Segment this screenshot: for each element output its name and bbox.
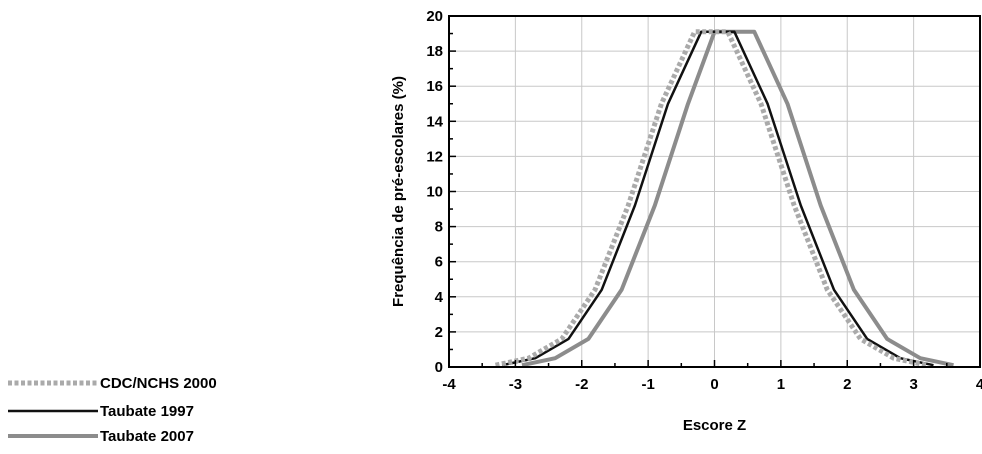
x-tick-label: 4 [976, 376, 982, 393]
x-tick-label: 3 [909, 376, 917, 393]
y-tick-label: 16 [426, 78, 443, 95]
y-tick-label: 14 [426, 113, 443, 130]
x-tick-label: -2 [575, 376, 588, 393]
legend-label-taubate-1997: Taubate 1997 [100, 403, 194, 420]
x-tick-labels: -4 -3 -2 -1 0 1 2 3 4 [442, 376, 982, 393]
legend-label-taubate-2007: Taubate 2007 [100, 428, 194, 445]
y-axis-label: Frequência de pré-escolares (%) [390, 76, 407, 307]
x-tick-label: -3 [509, 376, 522, 393]
x-tick-label: 1 [777, 376, 785, 393]
y-tick-label: 6 [435, 254, 443, 271]
y-tick-label: 4 [435, 289, 444, 306]
series-group [494, 29, 954, 368]
y-tick-label: 2 [435, 324, 443, 341]
y-tick-labels: 0 2 4 6 8 10 12 14 16 18 20 [426, 8, 443, 376]
legend-label-cdc-nchs-2000: CDC/NCHS 2000 [100, 375, 217, 392]
y-tick-label: 10 [426, 184, 443, 201]
y-tick-label: 18 [426, 43, 443, 60]
y-tick-label: 8 [435, 219, 443, 236]
y-tick-label: 12 [426, 148, 443, 165]
x-axis-label: Escore Z [683, 417, 746, 434]
y-tick-label: 20 [426, 8, 443, 25]
y-tick-label: 0 [435, 359, 443, 376]
series-line-cdc-nchs-2000 [494, 29, 928, 368]
x-tick-label: -4 [442, 376, 456, 393]
x-tick-label: 2 [843, 376, 851, 393]
legend: CDC/NCHS 2000 Taubate 1997 Taubate 2007 [8, 375, 217, 445]
ticks [448, 15, 981, 368]
x-tick-label: 0 [710, 376, 718, 393]
x-tick-label: -1 [641, 376, 654, 393]
